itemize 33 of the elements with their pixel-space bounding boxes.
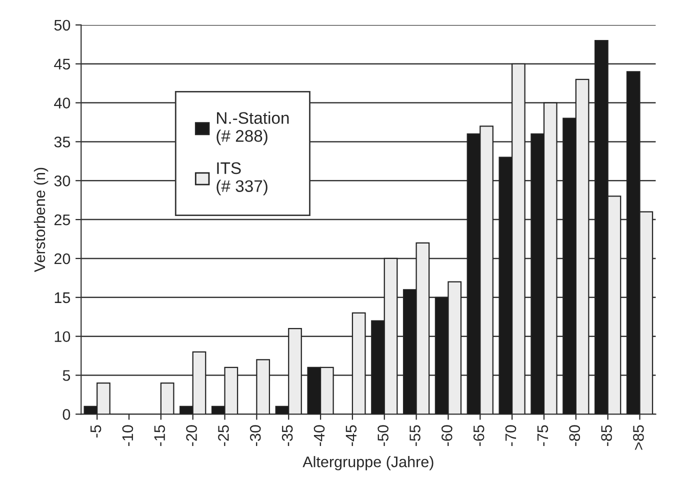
x-tick-label: -5 xyxy=(90,425,102,438)
y-tick-label: 15 xyxy=(54,292,70,304)
y-tick-label: 20 xyxy=(54,253,70,264)
x-tick-label: -35 xyxy=(282,425,293,446)
y-tick-label: 5 xyxy=(62,370,70,381)
legend-label: N.-Station (# 288) xyxy=(216,112,289,146)
y-tick-label: 10 xyxy=(54,331,70,342)
x-tick-label: -40 xyxy=(314,425,325,446)
x-tick-label: -10 xyxy=(122,425,134,446)
y-tick-label: 45 xyxy=(54,58,70,70)
x-axis-title: Altergruppe (Jahre) xyxy=(302,456,434,470)
legend-label: ITS (# 337) xyxy=(216,162,268,196)
x-tick-label: -65 xyxy=(473,425,484,446)
x-tick-label: -80 xyxy=(569,425,580,446)
y-tick-label: 40 xyxy=(54,98,70,108)
x-tick-label: -60 xyxy=(442,425,452,446)
y-axis-title: Verstorbene (n) xyxy=(34,168,48,272)
y-tick-label: 30 xyxy=(54,176,70,186)
x-tick-label: -50 xyxy=(378,425,388,446)
y-tick-label: 50 xyxy=(54,20,70,31)
x-tick-label: -45 xyxy=(346,425,357,446)
x-tick-label: -15 xyxy=(154,425,166,446)
y-tick-label: 35 xyxy=(54,136,70,148)
x-tick-label: -30 xyxy=(250,425,261,446)
x-tick-label: -20 xyxy=(186,425,197,446)
x-tick-label: -85 xyxy=(601,425,612,446)
x-tick-label: >85 xyxy=(633,425,644,450)
x-tick-label: -70 xyxy=(505,425,516,446)
y-tick-label: 25 xyxy=(54,214,70,226)
y-tick-label: 0 xyxy=(62,409,70,420)
x-tick-label: -25 xyxy=(218,425,229,446)
x-tick-label: -55 xyxy=(410,425,420,446)
x-tick-label: -75 xyxy=(537,425,548,446)
